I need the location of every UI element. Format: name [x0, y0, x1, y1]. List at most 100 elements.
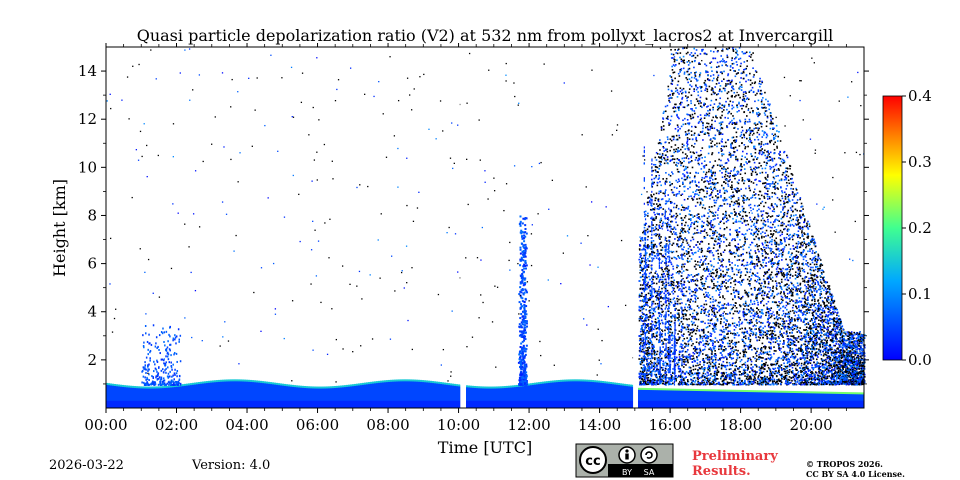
cloud-cell [754, 231, 757, 234]
cloud-cell [658, 383, 660, 385]
cloud-cell [791, 234, 794, 237]
cloud-cell [734, 48, 737, 51]
cloud-cell [665, 267, 667, 269]
surface-layer-cell [620, 400, 622, 408]
cloud-cell [774, 203, 776, 205]
cloud-cell [669, 210, 672, 213]
cloud-cell [648, 254, 651, 256]
cloud-cell [771, 382, 774, 385]
boundary-layer-cell [160, 387, 162, 408]
cloud-cell [760, 366, 763, 369]
cloud-cell [803, 240, 805, 243]
surface-layer-cell [828, 400, 830, 408]
boundary-layer-cell [770, 391, 772, 408]
boundary-layer-cell [236, 380, 238, 408]
boundary-layer-top-cell [700, 389, 702, 392]
boundary-layer-top-cell [384, 380, 386, 383]
cloud-cell [758, 369, 761, 371]
cloud-cell [797, 269, 800, 272]
plume-cell [523, 372, 526, 375]
boundary-layer-cell [250, 380, 252, 408]
cloud-cell [681, 98, 683, 100]
boundary-layer-cell [330, 387, 332, 408]
boundary-layer-cell [810, 392, 812, 408]
boundary-layer-cell [286, 385, 288, 408]
cloud-cell [731, 59, 733, 62]
cloud-cell [668, 255, 670, 258]
boundary-layer-cell [646, 388, 648, 408]
surface-layer-cell [486, 400, 488, 408]
surface-layer-cell [184, 400, 186, 408]
boundary-layer-top-cell [736, 389, 738, 392]
surface-layer-cell [304, 400, 306, 408]
convective-cell [144, 382, 146, 385]
cloud-cell [642, 273, 644, 276]
plume-cell [521, 237, 524, 240]
cloud-cell [684, 95, 687, 97]
cloud-cell [835, 349, 837, 352]
cloud-cell [677, 237, 680, 240]
boundary-layer-cell [862, 393, 864, 408]
cloud-cell [780, 217, 783, 220]
cloud-cell [734, 229, 737, 232]
cloud-cell [652, 295, 655, 298]
cloud-cell [766, 134, 769, 137]
convective-cell [153, 381, 156, 384]
cloud-cell [802, 251, 804, 254]
convective-cell [160, 378, 163, 381]
boundary-layer-top-cell [468, 385, 470, 388]
boundary-layer-top-cell [502, 386, 504, 389]
plume-cell [525, 322, 528, 325]
cloud-cell [751, 293, 754, 295]
cloud-cell [754, 166, 757, 168]
cloud-cell [649, 342, 652, 344]
cloud-cell [822, 342, 825, 345]
cloud-cell [818, 313, 821, 316]
cloud-cell [699, 203, 702, 205]
cloud-cell [811, 364, 813, 367]
cloud-cell [668, 258, 671, 260]
cloud-cell [682, 258, 684, 261]
boundary-layer-cell [686, 389, 688, 408]
plume-cell [519, 382, 522, 385]
boundary-layer-cell [246, 380, 248, 408]
boundary-layer-top-cell [306, 386, 308, 389]
boundary-layer-top-cell [322, 386, 324, 389]
cloud-cell [656, 166, 659, 169]
surface-layer-cell [312, 400, 314, 408]
cloud-cell [682, 228, 685, 230]
boundary-layer-cell [294, 386, 296, 408]
cloud-cell [743, 144, 746, 146]
plume-cell [522, 259, 525, 262]
cloud-cell [773, 346, 775, 348]
cloud-cell [750, 360, 753, 363]
cloud-cell [714, 218, 716, 220]
cloud-cell [641, 340, 643, 342]
cloud-cell [638, 317, 641, 320]
convective-cell [166, 346, 169, 349]
boundary-layer-cell [766, 391, 768, 408]
plume-cell [524, 228, 527, 231]
boundary-layer-cell [828, 392, 830, 408]
cloud-cell [714, 172, 717, 175]
cloud-cell [644, 210, 647, 213]
boundary-layer-top-cell [240, 379, 242, 382]
cloud-cell [753, 233, 756, 235]
boundary-layer-cell [218, 380, 220, 408]
cloud-cell [770, 378, 773, 381]
boundary-layer-top-cell [540, 381, 542, 384]
cloud-cell [787, 224, 789, 226]
cloud-cell [835, 340, 837, 343]
boundary-layer-cell [452, 384, 454, 408]
cloud-cell [647, 304, 649, 307]
boundary-layer-cell [234, 380, 236, 408]
boundary-layer-cell [504, 387, 506, 408]
cloud-cell [782, 206, 784, 209]
cloud-cell [754, 70, 757, 72]
boundary-layer-cell [858, 393, 860, 408]
plume-cell [518, 301, 521, 304]
cloud-cell [829, 358, 831, 361]
cloud-cell [766, 156, 769, 158]
boundary-layer-top-cell [124, 385, 126, 388]
convective-cell [163, 379, 166, 382]
